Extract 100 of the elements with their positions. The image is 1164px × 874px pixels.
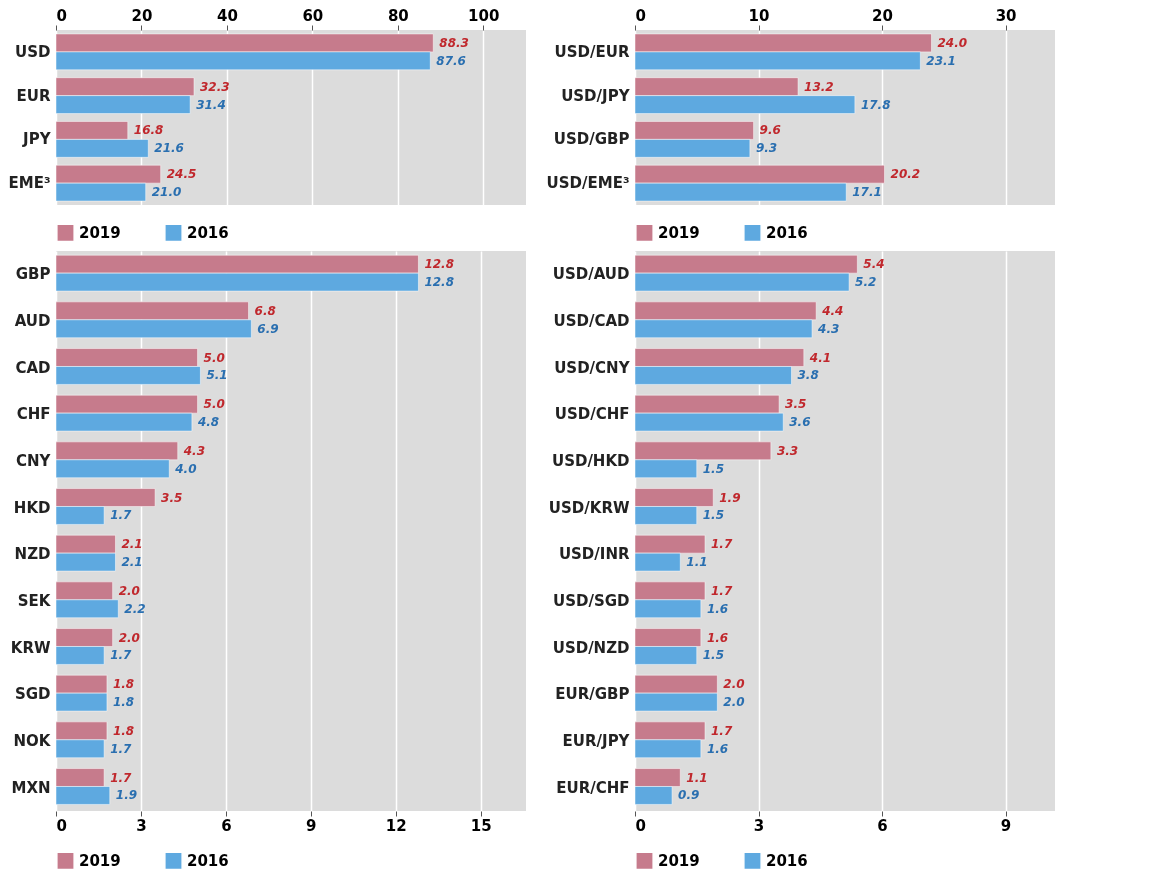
y-tick-label: USD/INR [558, 545, 630, 564]
data-label: 4.0 [174, 461, 197, 476]
data-label: 2.1 [121, 537, 143, 552]
y-tick-label: SEK [17, 592, 52, 610]
y-tick-label: CNY [16, 452, 52, 470]
y-tick-label: EUR/JPY [562, 732, 631, 750]
data-label: 1.5 [702, 648, 725, 663]
data-label: 5.1 [206, 368, 228, 383]
x-tick-label: 100 [468, 6, 500, 25]
y-tick-label: SGD [14, 685, 51, 704]
legend-label: 2016 [187, 223, 229, 242]
x-tick-label: 3 [136, 816, 147, 835]
y-tick-label: USD/CNY [554, 358, 631, 377]
data-label: 13.2 [804, 79, 834, 94]
x-tick-label: 6 [877, 816, 888, 835]
data-label: 4.1 [808, 350, 832, 365]
data-label: 24.0 [937, 35, 968, 50]
x-tick-label: 0 [56, 816, 67, 835]
data-label: 88.3 [439, 35, 469, 50]
data-label: 4.3 [817, 321, 840, 336]
data-label: 3.5 [161, 490, 183, 505]
data-label: 3.6 [789, 415, 811, 430]
y-tick-label: USD/CHF [554, 405, 630, 424]
x-tick-label: 20 [872, 6, 893, 25]
data-label: 16.8 [133, 123, 164, 138]
legend-label: 2016 [766, 851, 808, 870]
data-label: 1.6 [706, 630, 729, 645]
legend-label: 2019 [658, 851, 700, 870]
y-tick-label: KRW [10, 638, 51, 657]
y-tick-label: USD/SGD [553, 592, 630, 610]
data-label: 1.7 [711, 583, 733, 598]
data-label: 1.8 [112, 695, 135, 710]
data-label: 2.2 [124, 601, 146, 616]
data-label: 1.8 [112, 677, 135, 692]
data-label: 2.1 [121, 555, 143, 570]
data-label: 17.8 [860, 97, 891, 112]
y-tick-label: GBP [15, 265, 51, 284]
data-label: 2.0 [723, 695, 745, 710]
data-label: 32.3 [200, 79, 230, 94]
y-tick-label: EUR/GBP [555, 685, 630, 704]
x-tick-label: 12 [385, 816, 407, 835]
data-label: 1.6 [706, 741, 729, 756]
data-label: 3.8 [797, 368, 819, 383]
y-tick-label: JPY [22, 130, 52, 149]
legend-label: 2019 [79, 851, 121, 870]
y-tick-label: MXN [11, 778, 51, 797]
y-tick-label: USD/KRW [548, 498, 630, 517]
x-tick-label: 20 [131, 6, 153, 25]
data-label: 1.7 [711, 537, 733, 552]
data-label: 2.0 [118, 583, 140, 598]
data-label: 6.8 [254, 303, 276, 318]
x-tick-label: 9 [1000, 816, 1012, 835]
data-label: 1.7 [110, 741, 133, 756]
y-tick-label: NZD [14, 545, 51, 564]
y-tick-label: USD [15, 42, 51, 61]
y-tick-label: USD/GBP [553, 130, 630, 149]
legend-label: 2019 [79, 223, 121, 242]
y-tick-label: USD/AUD [552, 265, 630, 284]
x-tick-label: 10 [748, 6, 770, 25]
x-tick-label: 0 [56, 6, 67, 25]
data-label: 12.8 [424, 275, 455, 290]
y-tick-label: USD/CAD [553, 312, 630, 330]
y-tick-label: USD/JPY [561, 86, 631, 105]
data-label: 21.6 [154, 141, 184, 156]
data-label: 23.1 [926, 53, 956, 68]
y-tick-label: NOK [13, 732, 52, 750]
data-label: 2.0 [118, 630, 140, 645]
data-label: 2.0 [723, 677, 745, 692]
legend-label: 2016 [187, 851, 229, 870]
data-label: 9.3 [755, 141, 778, 156]
data-label: 4.4 [821, 303, 844, 318]
y-tick-label: HKD [13, 498, 51, 517]
x-tick-label: 40 [216, 6, 238, 25]
data-label: 5.2 [855, 275, 877, 290]
data-label: 1.7 [110, 770, 133, 785]
data-label: 4.3 [182, 443, 206, 458]
data-label: 1.8 [112, 723, 135, 738]
data-label: 20.2 [890, 167, 921, 182]
y-tick-label: USD/NZD [552, 638, 630, 657]
x-tick-label: 80 [387, 6, 409, 25]
data-label: 1.9 [719, 490, 741, 505]
data-label: 0.9 [678, 788, 700, 803]
y-tick-label: USD/EUR [554, 42, 630, 61]
data-label: 1.1 [686, 770, 708, 785]
y-tick-label: EME³ [8, 174, 51, 193]
x-tick-label: 60 [302, 6, 324, 25]
x-tick-label: 6 [221, 816, 232, 835]
data-label: 17.1 [852, 185, 882, 200]
x-tick-label: 3 [753, 816, 765, 835]
legend-label: 2016 [766, 223, 808, 242]
y-tick-label: CAD [15, 358, 51, 377]
data-label: 87.6 [436, 53, 466, 68]
data-label: 1.5 [702, 508, 725, 523]
data-label: 1.7 [110, 648, 133, 663]
data-label: 1.1 [686, 555, 708, 570]
data-label: 21.0 [151, 185, 182, 200]
data-label: 1.7 [711, 723, 733, 738]
data-label: 1.5 [702, 461, 725, 476]
data-label: 1.7 [110, 508, 133, 523]
data-label: 24.5 [166, 167, 197, 182]
